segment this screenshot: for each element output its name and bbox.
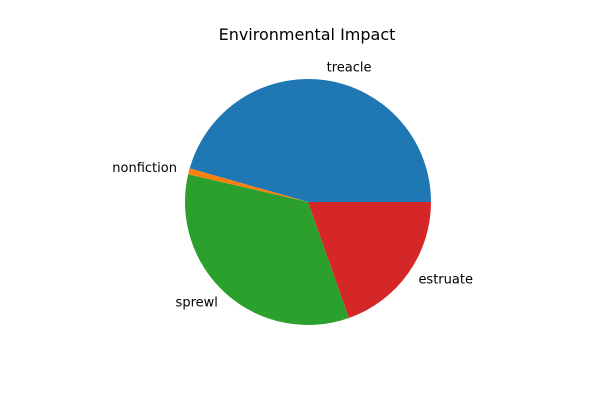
pie-slice-label-estruate: estruate <box>418 273 473 288</box>
pie-slice-label-treacle: treacle <box>327 60 372 75</box>
pie-slice-nonfiction <box>188 168 308 202</box>
pie-slice-label-sprewl: sprewl <box>176 295 218 310</box>
chart-title: Environmental Impact <box>219 25 396 44</box>
pie-slice-label-nonfiction: nonfiction <box>112 161 177 176</box>
pie-slice-estruate <box>308 202 431 318</box>
pie-slice-treacle <box>189 79 431 202</box>
pie-slice-sprewl <box>185 174 349 325</box>
pie-slices <box>185 79 431 325</box>
pie-slice-labels: treacle nonfiction sprewl estruate <box>112 60 473 310</box>
